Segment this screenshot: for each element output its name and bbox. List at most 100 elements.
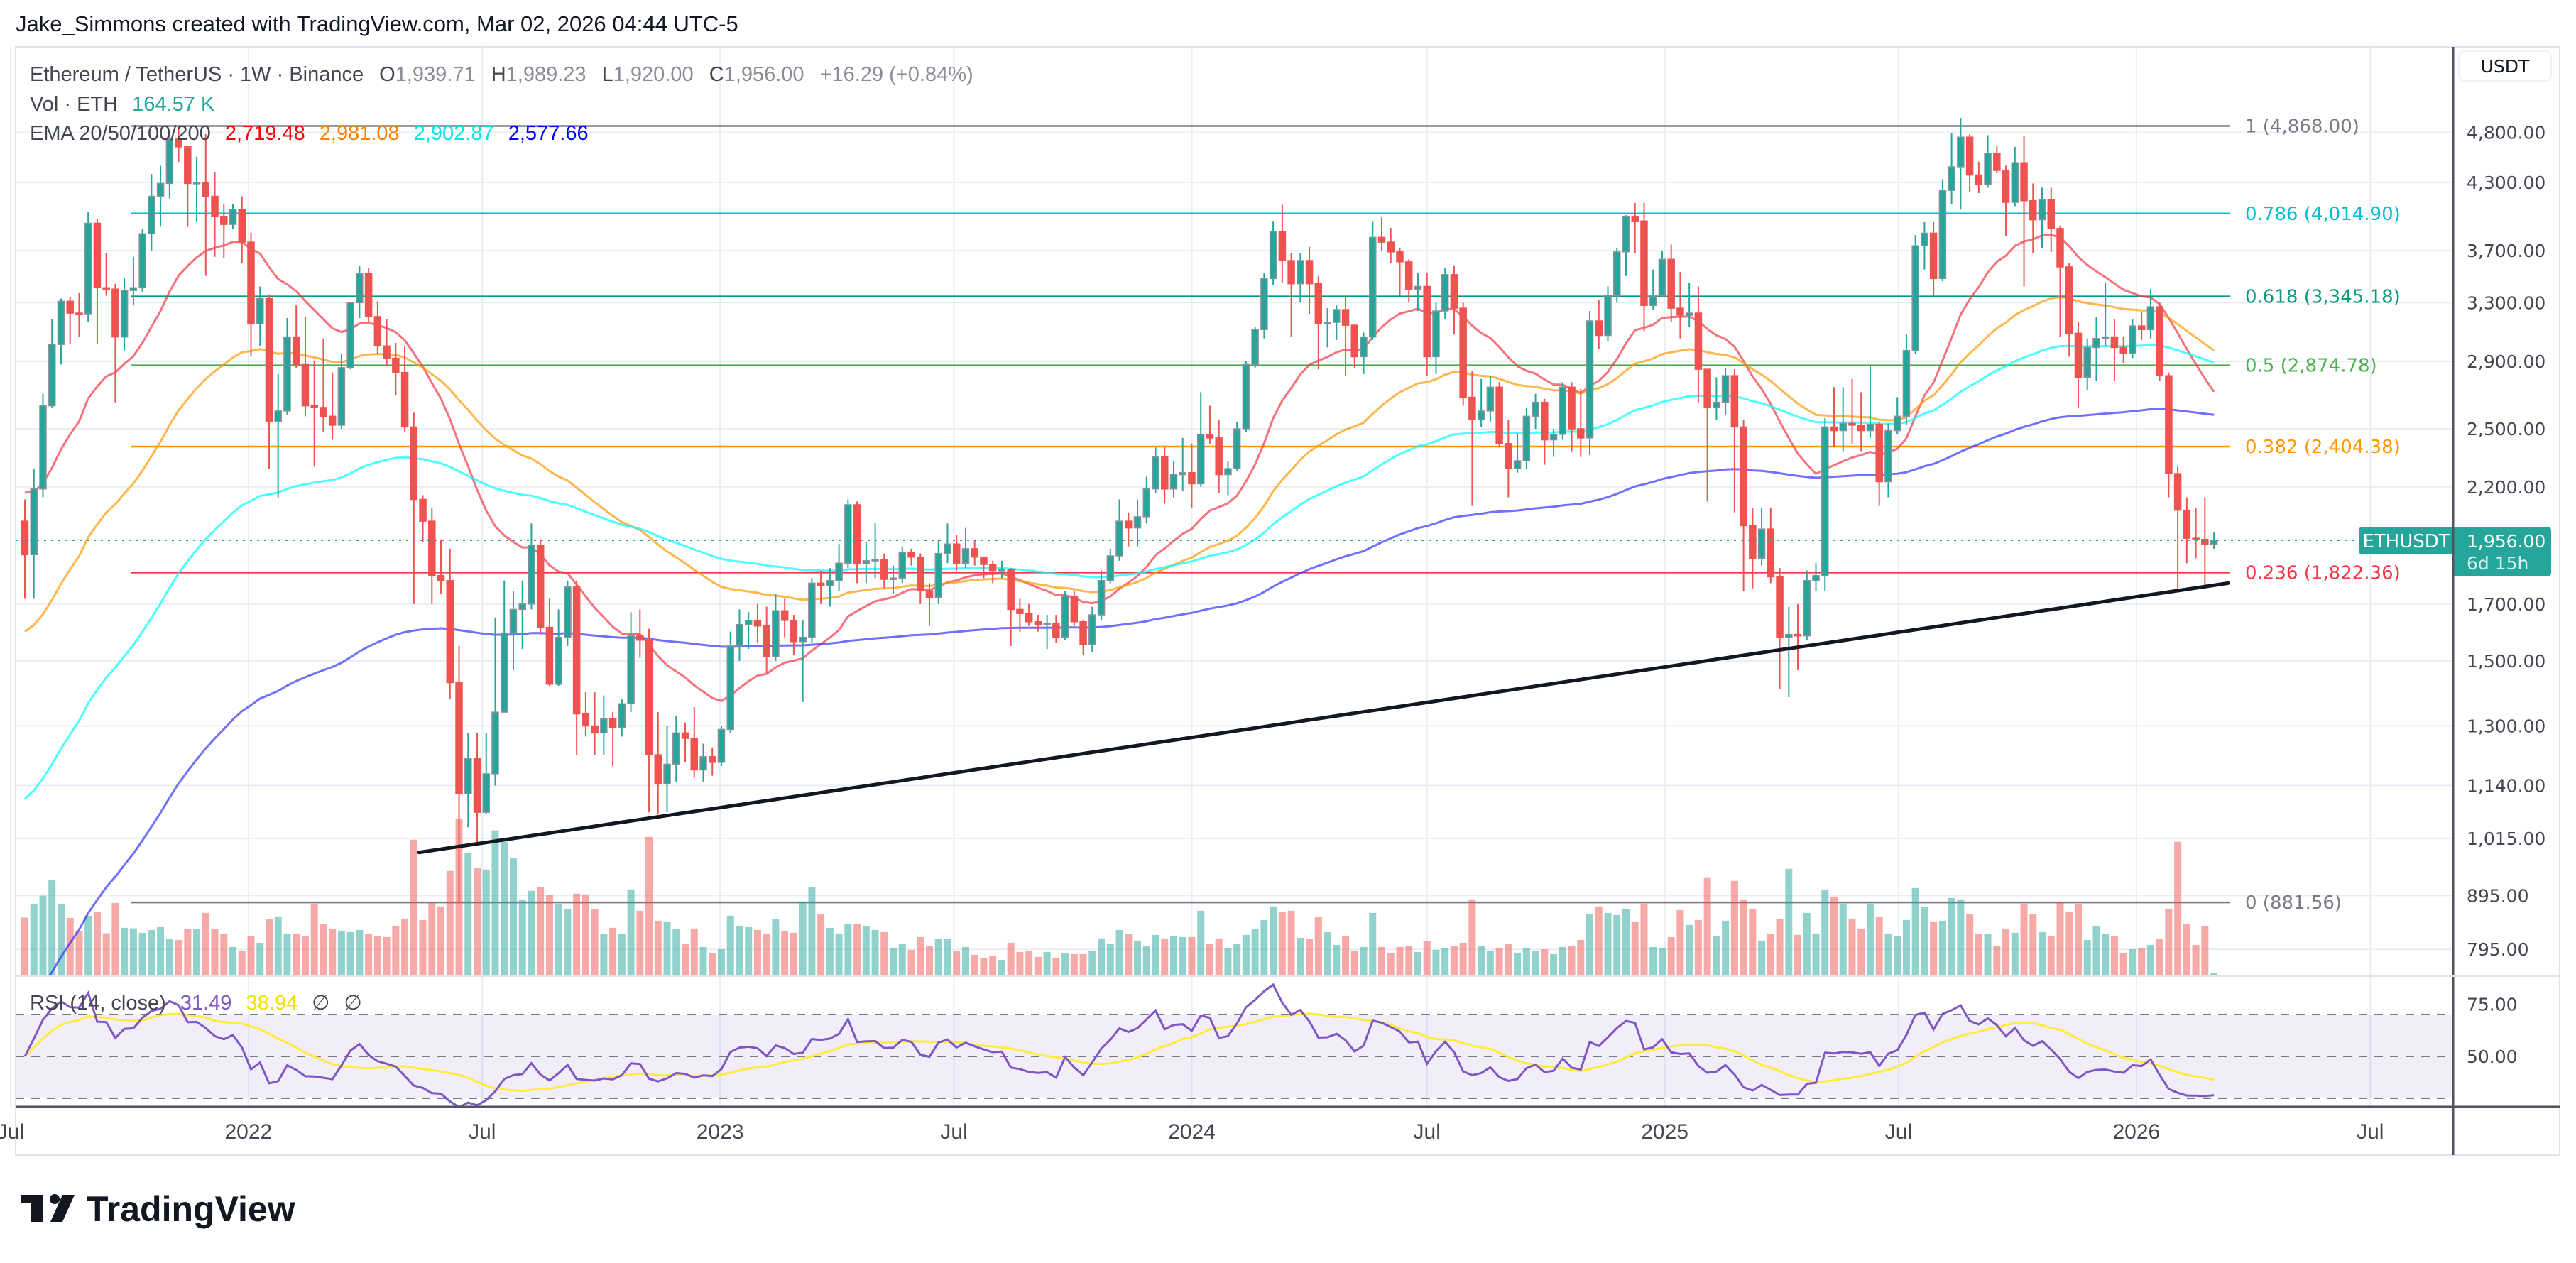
candle (2165, 372, 2173, 498)
candle-body (2038, 199, 2046, 221)
volume-bar (600, 934, 608, 976)
volume-bar (1894, 935, 1901, 976)
candle (2092, 316, 2100, 381)
candle (2156, 302, 2163, 381)
candle (2029, 183, 2037, 253)
candle (1251, 327, 1259, 368)
candle (509, 591, 518, 670)
candle (627, 612, 635, 713)
candle (591, 692, 599, 755)
candle (1088, 606, 1096, 652)
symbol-title[interactable]: Ethereum / TetherUS · 1W · Binance (30, 63, 364, 86)
candle-body (1369, 236, 1377, 338)
volume-bar (1767, 933, 1774, 976)
candle-body (699, 756, 707, 771)
fib-level-label: 0.618 (3,345.18) (2245, 287, 2401, 308)
candle (1269, 221, 1277, 285)
candle-body (1938, 190, 1947, 280)
candle-body (1414, 285, 1422, 290)
open-label: O (379, 63, 395, 86)
candle-body (2110, 336, 2119, 349)
volume-bar (1306, 939, 1314, 976)
candle-body (1965, 136, 1974, 176)
volume-bar (293, 933, 300, 976)
candle-body (1622, 216, 1630, 253)
candle (1287, 253, 1295, 337)
volume-bar (1740, 900, 1747, 976)
candle-body (1468, 396, 1476, 421)
volume-bar (573, 893, 581, 976)
candle-body (410, 426, 418, 501)
currency-button[interactable]: USDT (2458, 50, 2552, 82)
rsi-axis[interactable]: 75.00 50.00 (2467, 994, 2518, 1067)
volume-bar (1667, 936, 1675, 976)
volume-bar (1703, 877, 1711, 976)
volume-bar (2192, 944, 2200, 976)
volume-bar (1884, 933, 1892, 976)
volume-bar (862, 926, 870, 976)
candle-body (1685, 312, 1693, 316)
rsi-tick-label: 75.00 (2467, 994, 2518, 1015)
candle-body (545, 626, 554, 685)
volume-bar (1270, 906, 1277, 976)
volume-bar (1043, 951, 1051, 976)
volume-bar (564, 909, 572, 976)
candle (1233, 421, 1241, 471)
candle (473, 733, 481, 846)
candle (1658, 251, 1666, 297)
candle (1423, 273, 1431, 376)
candle-body (1106, 555, 1115, 581)
candle (120, 278, 129, 351)
fib-level-label: 1 (4,868.00) (2245, 116, 2359, 137)
candle (799, 620, 807, 702)
volume-bar (1532, 951, 1539, 976)
candle (971, 539, 978, 566)
candle-body (2074, 332, 2083, 378)
candle-body (192, 182, 201, 185)
candle-body (1396, 251, 1404, 263)
candle (1016, 598, 1024, 632)
volume-bar (980, 957, 988, 976)
candle (455, 645, 463, 903)
volume-bar (1025, 950, 1033, 976)
time-axis[interactable]: Jul 2022 Jul 2023 Jul 2024 Jul 2025 Jul 2026 Jul (0, 1120, 2384, 1144)
volume-bar (989, 956, 997, 976)
volume-bar (1713, 936, 1720, 976)
price-axis[interactable]: 4,800.00 4,300.00 3,700.00 3,300.00 2,900.00… (2467, 123, 2545, 961)
candle-body (1857, 425, 1865, 432)
candle (1993, 146, 2001, 173)
candle-body (464, 758, 472, 794)
candle-body (925, 590, 934, 598)
volume-bar (1188, 936, 1196, 976)
trendline[interactable] (417, 581, 2230, 855)
candle (1938, 179, 1947, 282)
candle (2011, 146, 2019, 207)
volume-bar (1070, 953, 1078, 976)
candle-body (998, 569, 1006, 572)
candle (654, 712, 662, 815)
candle (2192, 508, 2200, 559)
trendline-group[interactable] (417, 581, 2230, 855)
volume-bar (2056, 901, 2064, 976)
candle-body (663, 763, 671, 784)
candle (2201, 497, 2209, 589)
volume-bar (1785, 868, 1793, 976)
candle (2210, 532, 2218, 549)
candle (148, 174, 155, 251)
volume-bar (654, 920, 662, 976)
candle-body (2165, 375, 2173, 474)
candle-body (826, 580, 834, 586)
candle-body (1324, 322, 1331, 324)
candle-body (1812, 574, 1820, 581)
candle (1160, 447, 1169, 504)
candle (1341, 295, 1350, 376)
volume-bar (591, 909, 599, 976)
ema200-value: 2,577.66 (508, 122, 589, 145)
tradingview-logo[interactable]: TradingView (21, 1189, 295, 1229)
candle-body (274, 410, 282, 422)
volume-bar (1169, 936, 1177, 976)
time-tick-label: 2024 (1168, 1120, 1216, 1144)
candle (1740, 420, 1747, 591)
fib-level-label: 0 (881.56) (2245, 892, 2342, 914)
